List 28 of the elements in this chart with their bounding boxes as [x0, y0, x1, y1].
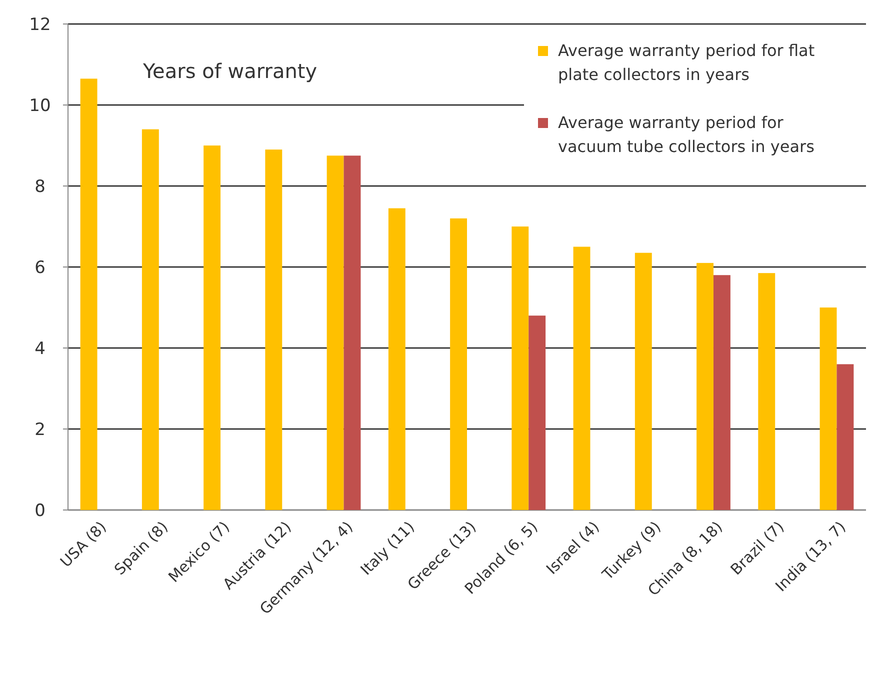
bar — [573, 246, 590, 510]
bar — [142, 129, 159, 510]
y-tick-label: 8 — [34, 176, 46, 197]
bar — [344, 156, 361, 510]
bar — [265, 150, 282, 510]
bar — [80, 78, 98, 510]
x-tick-label: USA (8) — [56, 518, 110, 571]
legend-label: Average warranty period for vacuum tube collectors in years — [558, 113, 814, 156]
bar — [758, 273, 776, 510]
y-tick-label: 4 — [34, 338, 46, 359]
y-tick-label: 0 — [34, 500, 46, 521]
bar — [696, 262, 714, 510]
bar — [634, 252, 652, 510]
bar — [512, 226, 529, 510]
bar — [836, 364, 854, 510]
bar — [388, 208, 406, 510]
text: Years of warranty — [142, 59, 318, 83]
y-tick-label: 6 — [34, 258, 46, 278]
bar — [204, 146, 221, 510]
bar — [450, 218, 467, 510]
legend-label: Average warranty period for flat plate collectors in years — [558, 41, 815, 84]
bar — [820, 308, 837, 510]
y-tick-label: 10 — [29, 96, 51, 116]
y-tick-label: 12 — [29, 14, 51, 35]
bar — [326, 156, 344, 510]
y-tick-label: 2 — [34, 420, 46, 440]
bar — [713, 275, 730, 510]
bar — [528, 316, 546, 510]
